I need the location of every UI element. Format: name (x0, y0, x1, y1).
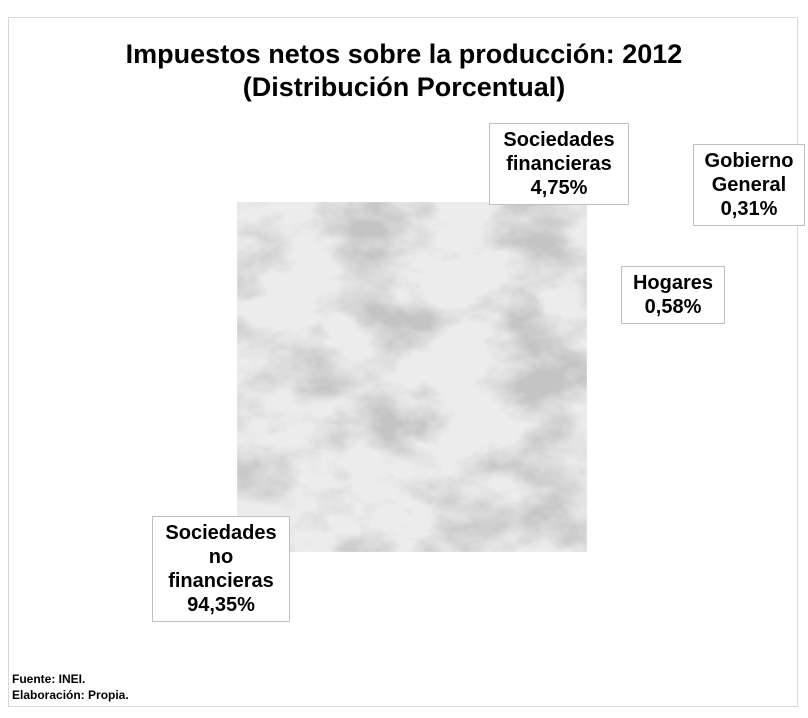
elaboration-note: Elaboración: Propia. (12, 688, 129, 702)
label-line: Sociedades (165, 522, 277, 544)
pie-slice-sociedades-no-financieras (237, 201, 587, 552)
label-value: 4,75% (530, 177, 588, 199)
label-line: financieras (168, 570, 274, 592)
label-sociedades-no-financieras: Sociedades no financieras 94,35% (152, 516, 290, 622)
label-line: no (208, 546, 234, 568)
pie-slices (237, 201, 587, 552)
label-value: 94,35% (187, 594, 255, 616)
source-note: Fuente: INEI. (12, 672, 86, 686)
label-line: Sociedades (503, 129, 615, 151)
label-sociedades-financieras: Sociedades financieras 4,75% (489, 123, 629, 205)
pie-slice-sociedades-financieras (414, 211, 532, 373)
chart-title-main: Impuestos netos sobre la producción: 201… (125, 39, 683, 69)
chart-title: Impuestos netos sobre la producción: 201… (0, 38, 808, 104)
label-value: 0,58% (644, 296, 702, 318)
label-line: General (711, 174, 787, 196)
label-line: Hogares (632, 272, 714, 294)
label-gobierno-general: Gobierno General 0,31% (693, 144, 805, 226)
chart-subtitle: (Distribución Porcentual) (242, 72, 566, 102)
label-line: financieras (506, 153, 612, 175)
pie-slice-hogares (417, 240, 541, 372)
label-hogares: Hogares 0,58% (621, 266, 725, 324)
label-value: 0,31% (720, 198, 778, 220)
label-line: Gobierno (704, 150, 794, 172)
